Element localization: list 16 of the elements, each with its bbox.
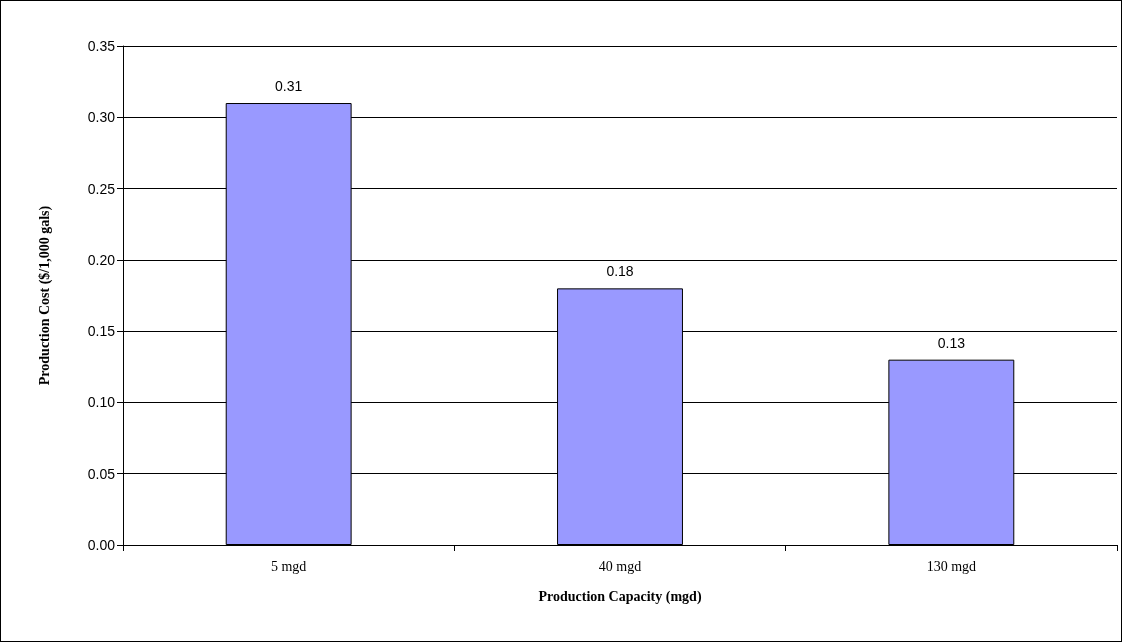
y-tick-label: 0.00	[87, 537, 116, 553]
y-tick-label: 0.25	[87, 180, 116, 197]
x-axis-title: Production Capacity (mgd)	[538, 588, 702, 605]
y-tick-label: 0.30	[87, 109, 116, 126]
y-tick-label: 0.20	[87, 251, 116, 268]
x-tick-label: 130 mgd	[926, 558, 977, 574]
y-tick-label: 0.15	[87, 323, 116, 340]
y-tick-label: 0.35	[87, 38, 116, 54]
data-label: 0.13	[937, 334, 966, 351]
y-tick-label: 0.10	[87, 394, 116, 411]
x-tick-label: 5 mgd	[270, 558, 307, 574]
data-label: 0.18	[606, 263, 634, 280]
data-label: 0.31	[275, 78, 303, 95]
y-axis-title: Production Cost ($/1,000 gals)	[36, 205, 53, 386]
y-tick-label: 0.05	[87, 465, 116, 482]
x-tick-label: 40 mgd	[598, 558, 642, 574]
